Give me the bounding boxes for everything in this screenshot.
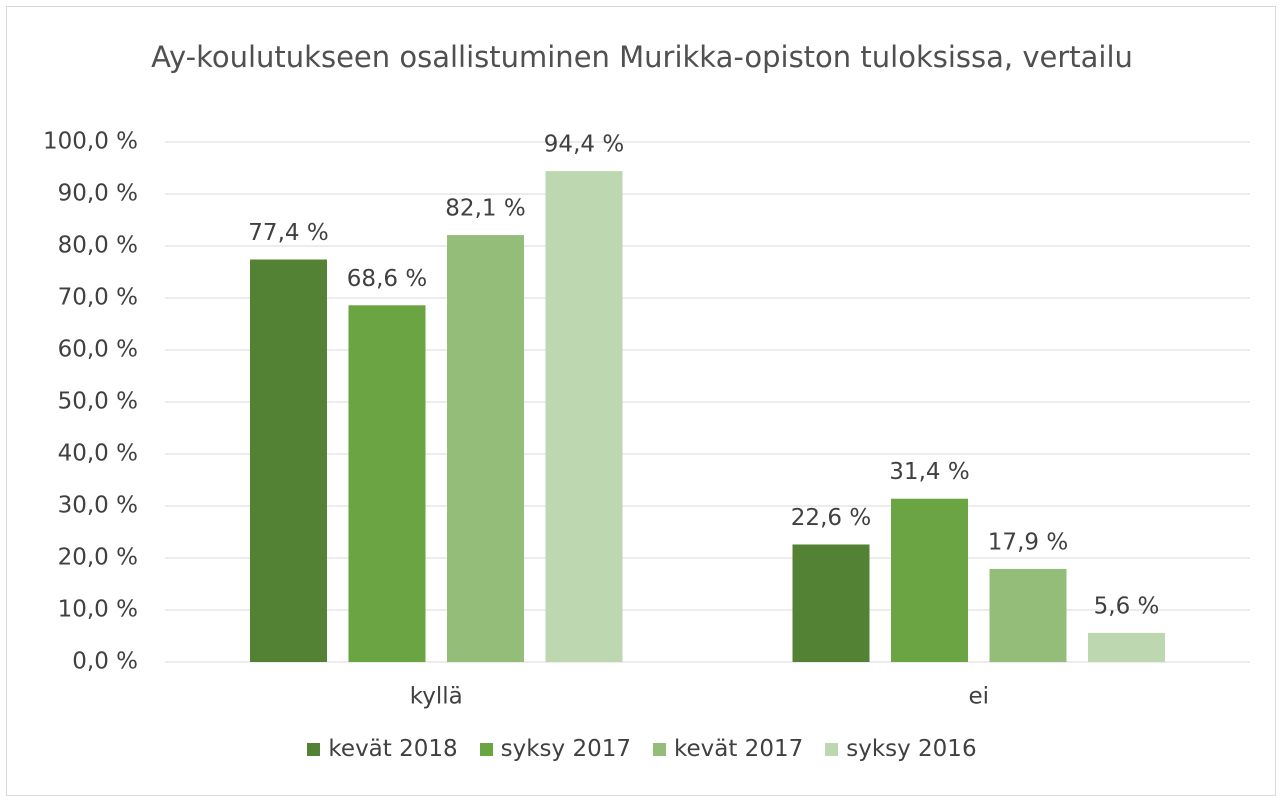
data-label: 82,1 % bbox=[445, 196, 525, 222]
data-label: 17,9 % bbox=[988, 529, 1068, 555]
legend-swatch bbox=[825, 742, 839, 756]
y-tick-label: 30,0 % bbox=[58, 493, 138, 519]
bar bbox=[1088, 632, 1165, 662]
x-tick-label: kyllä bbox=[410, 684, 463, 710]
data-label: 77,4 % bbox=[248, 220, 328, 246]
legend-swatch bbox=[653, 742, 666, 756]
bar bbox=[989, 568, 1067, 662]
y-tick-label: 0,0 % bbox=[72, 649, 138, 675]
bar bbox=[348, 305, 426, 662]
y-tick-label: 10,0 % bbox=[58, 597, 138, 623]
bar bbox=[545, 171, 623, 662]
y-tick-label: 50,0 % bbox=[58, 389, 138, 415]
y-tick-label: 70,0 % bbox=[58, 285, 138, 311]
y-tick-label: 40,0 % bbox=[58, 441, 138, 467]
legend-item: kevät 2017 bbox=[653, 736, 803, 762]
legend-label: syksy 2016 bbox=[846, 736, 977, 762]
y-tick-label: 90,0 % bbox=[58, 181, 138, 207]
data-label: 68,6 % bbox=[347, 266, 427, 292]
legend-swatch bbox=[479, 742, 493, 756]
legend-item: syksy 2017 bbox=[479, 736, 631, 762]
legend-label: kevät 2017 bbox=[674, 736, 804, 762]
y-tick-label: 80,0 % bbox=[58, 233, 138, 259]
y-tick-label: 20,0 % bbox=[58, 545, 138, 571]
bar bbox=[250, 259, 327, 662]
legend-item: kevät 2018 bbox=[307, 736, 458, 762]
data-label: 31,4 % bbox=[889, 459, 969, 485]
bar bbox=[447, 235, 524, 662]
y-tick-label: 60,0 % bbox=[58, 337, 138, 363]
legend-swatch bbox=[307, 742, 321, 756]
legend-label: kevät 2018 bbox=[328, 736, 458, 762]
data-label: 5,6 % bbox=[1094, 593, 1160, 619]
y-tick-label: 100,0 % bbox=[43, 129, 138, 155]
data-label: 22,6 % bbox=[791, 505, 871, 531]
legend-item: syksy 2016 bbox=[825, 736, 977, 762]
chart-title: Ay-koulutukseen osallistuminen Murikka-o… bbox=[151, 40, 1133, 74]
x-tick-label: ei bbox=[968, 684, 989, 710]
data-label: 94,4 % bbox=[544, 132, 624, 158]
bar bbox=[891, 498, 968, 662]
bar bbox=[792, 544, 870, 662]
legend-label: syksy 2017 bbox=[500, 736, 631, 762]
legend: kevät 2018 syksy 2017 kevät 2017 syksy 2016 bbox=[0, 736, 1284, 762]
